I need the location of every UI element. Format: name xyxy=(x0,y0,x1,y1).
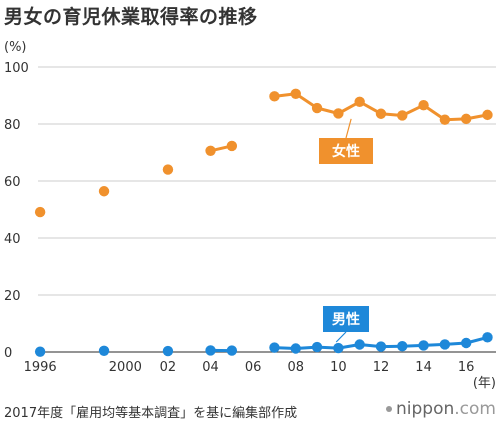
x-tick-label: 1996 xyxy=(24,360,57,375)
callout-pointer xyxy=(335,331,347,343)
chart-title: 男女の育児休業取得率の推移 xyxy=(4,6,258,28)
data-point xyxy=(269,91,280,102)
x-tick-label: 02 xyxy=(160,360,177,375)
data-point xyxy=(418,99,429,111)
series-label-box xyxy=(323,306,369,332)
data-point xyxy=(34,346,46,357)
logo-dot-icon xyxy=(386,406,392,412)
x-tick-label: 2000 xyxy=(109,360,142,375)
series-label: 女性 xyxy=(332,143,360,160)
x-tick-label: 08 xyxy=(287,360,304,375)
data-point xyxy=(98,345,110,357)
data-point xyxy=(354,339,365,350)
data-point xyxy=(269,342,280,353)
callout-pointer xyxy=(345,118,352,139)
series-label-box xyxy=(319,138,373,164)
y-tick-label: 100 xyxy=(4,61,29,76)
y-tick-label: 40 xyxy=(4,232,21,247)
data-point xyxy=(375,108,387,119)
x-axis: (年) 1996 2000 02 04 06 08 10 12 14 16 xyxy=(24,360,496,391)
data-point xyxy=(439,114,451,125)
data-point xyxy=(311,341,323,353)
series-female xyxy=(34,88,493,218)
line-chart: (%) 0 20 40 60 80 100 (年) 1996 2000 02 04 06 08 10 1… xyxy=(4,40,496,391)
data-point xyxy=(290,343,301,354)
y-tick-label: 80 xyxy=(4,118,21,133)
data-point xyxy=(460,337,472,349)
x-tick-label: 14 xyxy=(415,360,432,375)
x-tick-label: 04 xyxy=(202,360,219,375)
data-point xyxy=(397,110,408,121)
y-tick-label: 20 xyxy=(4,289,21,304)
source-note: 2017年度「雇用均等基本調査」を基に編集部作成 xyxy=(4,406,298,421)
y-tick-label: 0 xyxy=(4,346,12,361)
series-label: 男性 xyxy=(332,311,360,328)
x-tick-label: 06 xyxy=(245,360,262,375)
data-point xyxy=(226,345,238,356)
nippon-logo: nippon.com xyxy=(386,399,496,419)
x-tick-label: 16 xyxy=(458,360,475,375)
data-point xyxy=(290,88,301,99)
data-point xyxy=(354,96,365,107)
data-point xyxy=(34,206,46,218)
y-axis: (%) 0 20 40 60 80 100 xyxy=(4,40,29,361)
data-point xyxy=(162,345,174,357)
data-point xyxy=(333,108,344,119)
data-point xyxy=(333,342,344,354)
x-tick-label: 10 xyxy=(330,360,347,375)
series-group xyxy=(34,88,493,357)
x-axis-unit-label: (年) xyxy=(473,376,496,391)
data-point xyxy=(482,332,493,343)
grid-lines xyxy=(38,66,496,353)
data-point xyxy=(311,102,323,114)
data-point xyxy=(482,109,493,121)
data-point xyxy=(439,339,451,350)
data-point xyxy=(162,164,174,175)
y-axis-unit-label: (%) xyxy=(4,40,27,55)
data-point xyxy=(418,340,429,351)
series-male xyxy=(34,332,493,357)
data-point xyxy=(460,113,472,125)
logo-name: nippon xyxy=(396,399,455,419)
y-tick-label: 60 xyxy=(4,175,21,190)
data-point xyxy=(397,341,408,352)
data-point xyxy=(226,140,238,152)
logo-tld: .com xyxy=(454,399,496,419)
x-tick-label: 12 xyxy=(373,360,390,375)
data-point xyxy=(205,145,216,156)
data-point xyxy=(205,345,216,356)
data-point xyxy=(375,341,387,352)
data-point xyxy=(98,186,110,197)
